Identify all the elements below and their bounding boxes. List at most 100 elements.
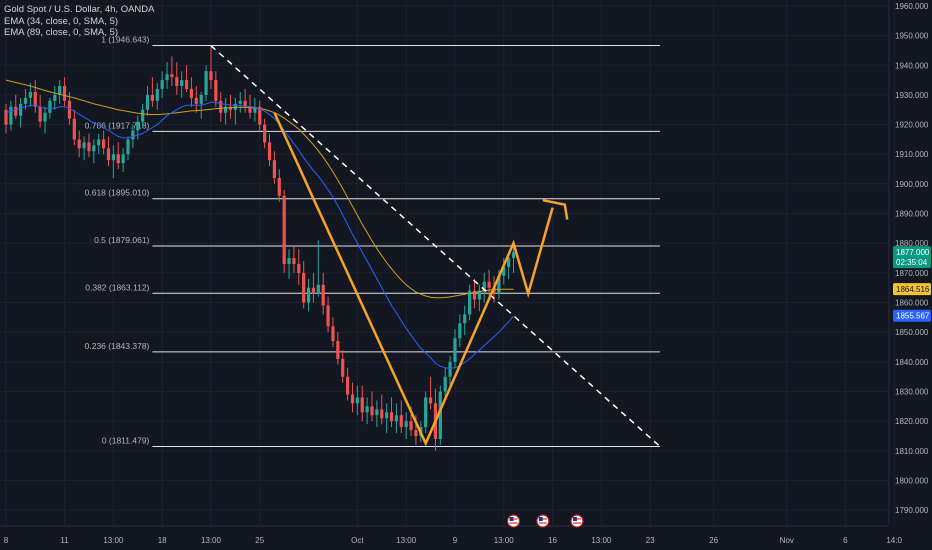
candle-body [360,397,364,413]
time-tick-label: 13:00 [494,536,515,545]
candle-body [468,290,472,315]
symbol-title[interactable]: Gold Spot / U.S. Dollar, 4h, OANDA [4,4,155,15]
candle-body [385,412,389,419]
candle-body [502,266,506,276]
time-tick-label: 25 [255,536,264,545]
grid-lines [0,0,895,525]
candle-body [14,106,18,116]
candle-body [448,361,452,377]
candle-body [155,88,159,101]
candle-body [463,314,467,324]
candle-body [19,103,23,116]
time-tick-label: 9 [453,536,458,545]
candle-body [507,258,511,267]
fib-level-label: 0.5 (1879.061) [94,235,149,245]
candles [4,45,516,451]
time-tick-label: 6 [843,536,848,545]
price-tick-label: 1870.000 [895,269,929,278]
price-axis[interactable]: 1790.000 1800.000 1810.000 1820.000 1830.000… [888,0,931,525]
time-tick-label: 13:00 [103,536,124,545]
candle-body [82,142,86,149]
projection-arrowhead[interactable] [542,198,569,220]
dashed-trendline[interactable] [210,45,661,447]
candle-body [77,139,81,149]
candle-body [482,281,486,291]
candle-body [92,145,96,152]
candle-body [33,91,37,107]
candle-body [145,94,150,110]
candle-body [404,421,408,428]
time-axis[interactable]: 8 11 13:00 18 13:00 25 Oct 13:00 9 13:00 16 13:00 23… [0,525,902,545]
price-tick-label: 1930.000 [895,91,929,100]
candle-body [150,94,154,101]
price-tick-label: 1910.000 [895,150,929,159]
ema-lines [5,79,514,369]
event-markers[interactable] [506,514,584,528]
candle-body [87,142,91,152]
candle-body [23,97,28,104]
ema89-legend[interactable]: EMA (89, close, 0, SMA, 5) [4,27,119,38]
candle-body [209,71,213,81]
candle-body [453,338,457,362]
candle-body [297,263,301,273]
candle-body [350,394,355,404]
time-tick-label: 26 [709,536,718,545]
drawings[interactable] [210,45,661,447]
price-tick-label: 1860.000 [895,299,929,308]
candle-body [233,103,237,110]
candle-body [43,112,47,122]
candle-body [184,80,189,89]
candle-body [282,195,286,264]
projection-path[interactable] [273,112,554,447]
candle-body [306,287,311,303]
candle-body [477,290,481,300]
candle-body [4,109,8,125]
candle-body [302,272,306,303]
candle-body [58,86,62,95]
candle-body [326,305,330,327]
candle-body [228,106,233,110]
candle-body [170,74,174,78]
price-tick-label: 1790.000 [895,506,929,515]
candle-body [399,415,403,428]
time-tick-label: 13:00 [591,536,612,545]
time-tick-label: 13:00 [396,536,417,545]
candle-body [97,139,101,146]
candle-body [243,100,247,107]
candle-body [131,130,135,140]
candle-body [72,118,76,140]
candle-body [355,397,359,404]
candle-body [9,106,13,125]
candle-body [380,409,384,419]
candle-body [287,258,291,264]
price-tick-label: 1880.000 [895,239,929,248]
fib-level-label: 0 (1811.479) [102,435,150,445]
time-tick-label: 11 [60,536,69,545]
candle-body [370,406,374,416]
fib-level-label: 1 (1946.643) [101,35,149,45]
candle-body [28,91,32,98]
fibonacci-retracement[interactable]: 1 (1946.643) 0.786 (1917.718) 0.618 (1895.… [85,35,660,447]
candle-body [424,397,428,428]
us-flag-canton-icon [538,517,543,521]
candle-body [277,177,281,196]
candle-body [292,258,296,264]
candle-body [194,97,198,104]
candle-body [316,284,320,294]
candle-body [394,415,398,422]
candle-body [248,106,252,113]
candle-body [272,160,276,178]
ema34-legend[interactable]: EMA (34, close, 0, SMA, 5) [4,15,119,27]
candle-body [102,139,106,149]
candle-body [443,376,447,392]
candle-body [472,290,477,300]
price-tick-label: 1800.000 [895,477,929,486]
candle-body [165,74,169,81]
candle-body [189,88,194,98]
candle-body [497,275,501,294]
ema89-price-label-bg [893,283,931,296]
candle-body [48,100,52,113]
fib-level-label: 0.786 (1917.718) [85,120,150,130]
time-tick-label: 8 [4,536,9,545]
